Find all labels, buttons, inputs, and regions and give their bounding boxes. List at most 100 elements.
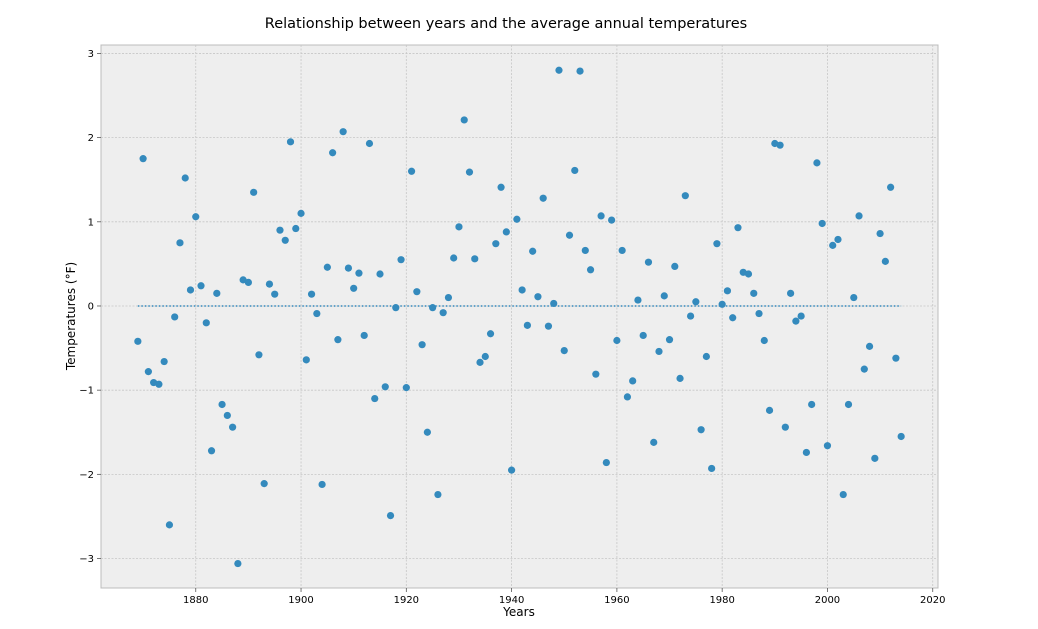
data-point bbox=[808, 400, 816, 409]
data-point bbox=[671, 262, 679, 271]
data-point bbox=[181, 174, 189, 182]
data-point bbox=[302, 356, 310, 364]
x-tick-label: 1920 bbox=[394, 595, 419, 606]
data-point bbox=[176, 239, 184, 247]
data-point bbox=[876, 229, 884, 238]
data-point bbox=[586, 266, 595, 274]
data-point bbox=[223, 411, 231, 420]
data-point bbox=[271, 290, 279, 298]
data-point bbox=[723, 287, 732, 295]
data-point bbox=[887, 183, 895, 191]
data-point bbox=[676, 374, 684, 382]
data-point bbox=[818, 219, 826, 228]
data-point bbox=[476, 358, 484, 366]
data-point bbox=[729, 314, 737, 322]
data-point bbox=[244, 278, 252, 287]
data-point bbox=[439, 309, 447, 317]
y-tick-label: −2 bbox=[79, 470, 94, 481]
data-point bbox=[139, 155, 147, 163]
data-point bbox=[655, 347, 663, 356]
data-point bbox=[281, 236, 289, 244]
data-point bbox=[202, 319, 210, 327]
x-tick-label: 1900 bbox=[288, 595, 313, 606]
data-point bbox=[339, 128, 347, 136]
data-point bbox=[692, 298, 700, 306]
data-point bbox=[644, 258, 653, 266]
data-point bbox=[344, 264, 353, 272]
data-point bbox=[307, 290, 316, 298]
x-tick-label: 1960 bbox=[604, 595, 629, 606]
data-point bbox=[286, 138, 295, 146]
data-point bbox=[760, 336, 768, 345]
data-point bbox=[360, 331, 368, 340]
data-point bbox=[265, 280, 274, 288]
data-point bbox=[839, 490, 847, 499]
data-point bbox=[407, 167, 416, 175]
data-point bbox=[750, 289, 758, 297]
data-point bbox=[718, 300, 726, 308]
x-tick-label: 1980 bbox=[709, 595, 734, 606]
data-point bbox=[497, 183, 505, 191]
data-point bbox=[787, 289, 795, 297]
data-point bbox=[823, 442, 832, 450]
data-point bbox=[397, 256, 405, 264]
data-point bbox=[660, 292, 668, 300]
data-point bbox=[613, 336, 621, 345]
plot-area bbox=[100, 44, 939, 589]
data-point bbox=[323, 263, 331, 271]
data-point bbox=[134, 337, 142, 345]
data-point bbox=[165, 521, 174, 529]
data-point bbox=[702, 352, 710, 361]
data-point bbox=[860, 365, 868, 373]
data-point bbox=[897, 432, 905, 441]
data-point bbox=[486, 330, 495, 338]
data-point bbox=[481, 352, 489, 361]
data-point bbox=[697, 426, 705, 434]
data-point bbox=[802, 448, 810, 457]
data-point bbox=[560, 346, 568, 355]
data-point bbox=[192, 213, 200, 221]
data-point bbox=[523, 321, 531, 329]
data-point bbox=[297, 209, 305, 217]
x-axis-title: Years bbox=[502, 605, 535, 619]
data-point bbox=[608, 216, 616, 224]
data-point bbox=[418, 341, 426, 349]
data-point bbox=[623, 393, 632, 401]
data-point bbox=[513, 215, 521, 223]
data-point bbox=[865, 342, 874, 350]
x-tick-label: 2020 bbox=[920, 595, 945, 606]
data-point bbox=[465, 168, 474, 176]
data-point bbox=[318, 480, 326, 489]
data-point bbox=[313, 309, 321, 318]
data-point bbox=[350, 284, 358, 292]
data-point bbox=[776, 141, 784, 149]
data-points bbox=[134, 66, 905, 568]
y-axis-title: Temperatures (°F) bbox=[64, 262, 78, 371]
x-tick-label: 1880 bbox=[183, 595, 208, 606]
data-point bbox=[565, 231, 574, 239]
data-point bbox=[892, 354, 900, 362]
data-point bbox=[429, 304, 437, 312]
data-point bbox=[881, 257, 889, 265]
data-point bbox=[665, 336, 674, 344]
data-point bbox=[850, 293, 858, 302]
data-point bbox=[365, 139, 374, 148]
grid-lines bbox=[101, 45, 938, 588]
data-point bbox=[423, 428, 431, 436]
data-point bbox=[450, 254, 458, 262]
data-point bbox=[834, 235, 842, 244]
data-point bbox=[576, 67, 584, 75]
data-point bbox=[708, 464, 716, 473]
data-point bbox=[581, 246, 589, 255]
data-point bbox=[329, 149, 337, 157]
data-point bbox=[597, 212, 605, 220]
data-point bbox=[618, 246, 626, 255]
data-point bbox=[629, 377, 637, 385]
data-point bbox=[550, 299, 558, 308]
data-point bbox=[334, 336, 342, 344]
data-point bbox=[755, 309, 763, 318]
data-point bbox=[686, 312, 695, 320]
data-point bbox=[186, 286, 195, 294]
data-point bbox=[765, 406, 774, 414]
